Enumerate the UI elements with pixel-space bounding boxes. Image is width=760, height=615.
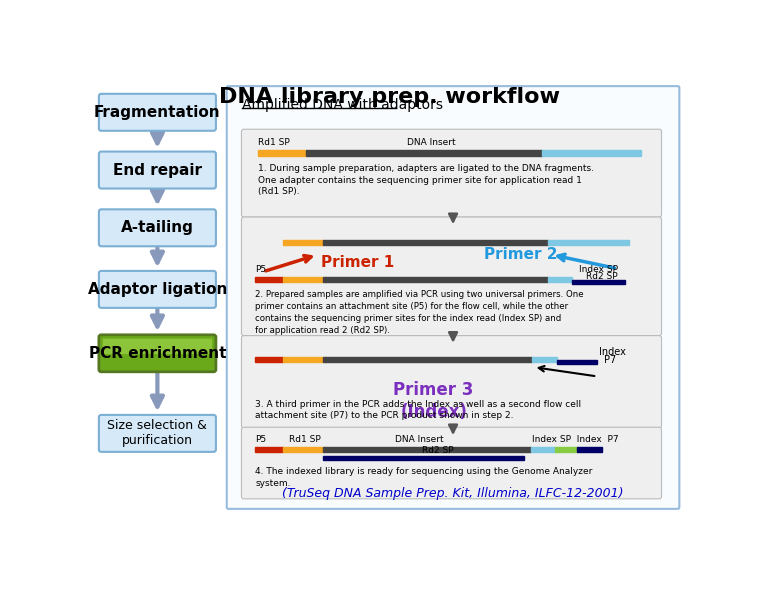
Bar (530, 447, 556, 452)
FancyBboxPatch shape (99, 94, 216, 131)
Text: Index: Index (599, 347, 625, 357)
FancyBboxPatch shape (99, 209, 216, 246)
Text: Primer 2: Primer 2 (484, 247, 558, 263)
Bar (283, 277, 323, 282)
FancyBboxPatch shape (242, 427, 661, 499)
Text: DNA Insert: DNA Insert (395, 435, 444, 444)
Bar (255, 447, 283, 452)
Bar (306, 151, 542, 156)
Text: Rd2 SP: Rd2 SP (422, 446, 454, 454)
Text: Fragmentation: Fragmentation (94, 105, 220, 120)
Text: Index SP  Index  P7: Index SP Index P7 (532, 435, 619, 444)
Text: DNA Insert: DNA Insert (407, 138, 455, 148)
Text: DNA library prep. workflow: DNA library prep. workflow (219, 87, 560, 107)
Bar (532, 357, 557, 362)
Bar (255, 357, 283, 362)
FancyBboxPatch shape (99, 415, 216, 452)
Bar (258, 151, 306, 156)
Text: P7: P7 (604, 355, 616, 365)
Bar (283, 357, 323, 362)
FancyBboxPatch shape (103, 339, 212, 354)
Text: 1. During sample preparation, adapters are ligated to the DNA fragments.
One ada: 1. During sample preparation, adapters a… (258, 164, 594, 196)
Bar (542, 151, 641, 156)
Text: 2. Prepared samples are amplified via PCR using two universal primers. One
prime: 2. Prepared samples are amplified via PC… (255, 290, 584, 335)
Bar (255, 277, 283, 282)
Bar (323, 456, 524, 460)
Text: A-tailing: A-tailing (121, 220, 194, 236)
Text: (TruSeq DNA Sample Prep. Kit, Illumina, ILFC-12-2001): (TruSeq DNA Sample Prep. Kit, Illumina, … (282, 487, 624, 501)
Bar (283, 240, 323, 245)
Text: Rd1 SP: Rd1 SP (258, 138, 290, 148)
Text: Adaptor ligation: Adaptor ligation (87, 282, 227, 297)
Text: Amplified DNA with adaptors: Amplified DNA with adaptors (242, 98, 443, 113)
Text: Size selection &
purification: Size selection & purification (107, 419, 207, 447)
Bar (572, 280, 625, 284)
Bar (323, 357, 532, 362)
Text: Rd1 SP: Rd1 SP (289, 435, 321, 444)
FancyBboxPatch shape (242, 336, 661, 428)
FancyBboxPatch shape (242, 217, 661, 336)
Text: PCR enrichment: PCR enrichment (89, 346, 226, 361)
FancyBboxPatch shape (99, 151, 216, 189)
Text: P5: P5 (255, 435, 267, 444)
FancyBboxPatch shape (242, 129, 661, 217)
Bar (323, 447, 530, 452)
Text: Rd2 SP: Rd2 SP (587, 272, 618, 280)
Bar (323, 240, 548, 245)
Bar (577, 447, 602, 452)
Bar (557, 360, 597, 363)
Bar (556, 447, 577, 452)
FancyBboxPatch shape (99, 335, 216, 372)
Text: Index SP: Index SP (578, 264, 618, 274)
Bar (323, 277, 548, 282)
FancyBboxPatch shape (226, 86, 679, 509)
Text: End repair: End repair (113, 162, 202, 178)
Text: Primer 1: Primer 1 (321, 255, 394, 270)
Bar (548, 240, 629, 245)
Text: P5: P5 (255, 264, 267, 274)
Text: 3. A third primer in the PCR adds the Index as well as a second flow cell
attach: 3. A third primer in the PCR adds the In… (255, 400, 581, 420)
Text: 4. The indexed library is ready for sequencing using the Genome Analyzer
system.: 4. The indexed library is ready for sequ… (255, 467, 593, 488)
Bar (548, 277, 572, 282)
Text: Primer 3
(Index): Primer 3 (Index) (394, 381, 474, 421)
Bar (283, 447, 323, 452)
FancyBboxPatch shape (99, 271, 216, 308)
